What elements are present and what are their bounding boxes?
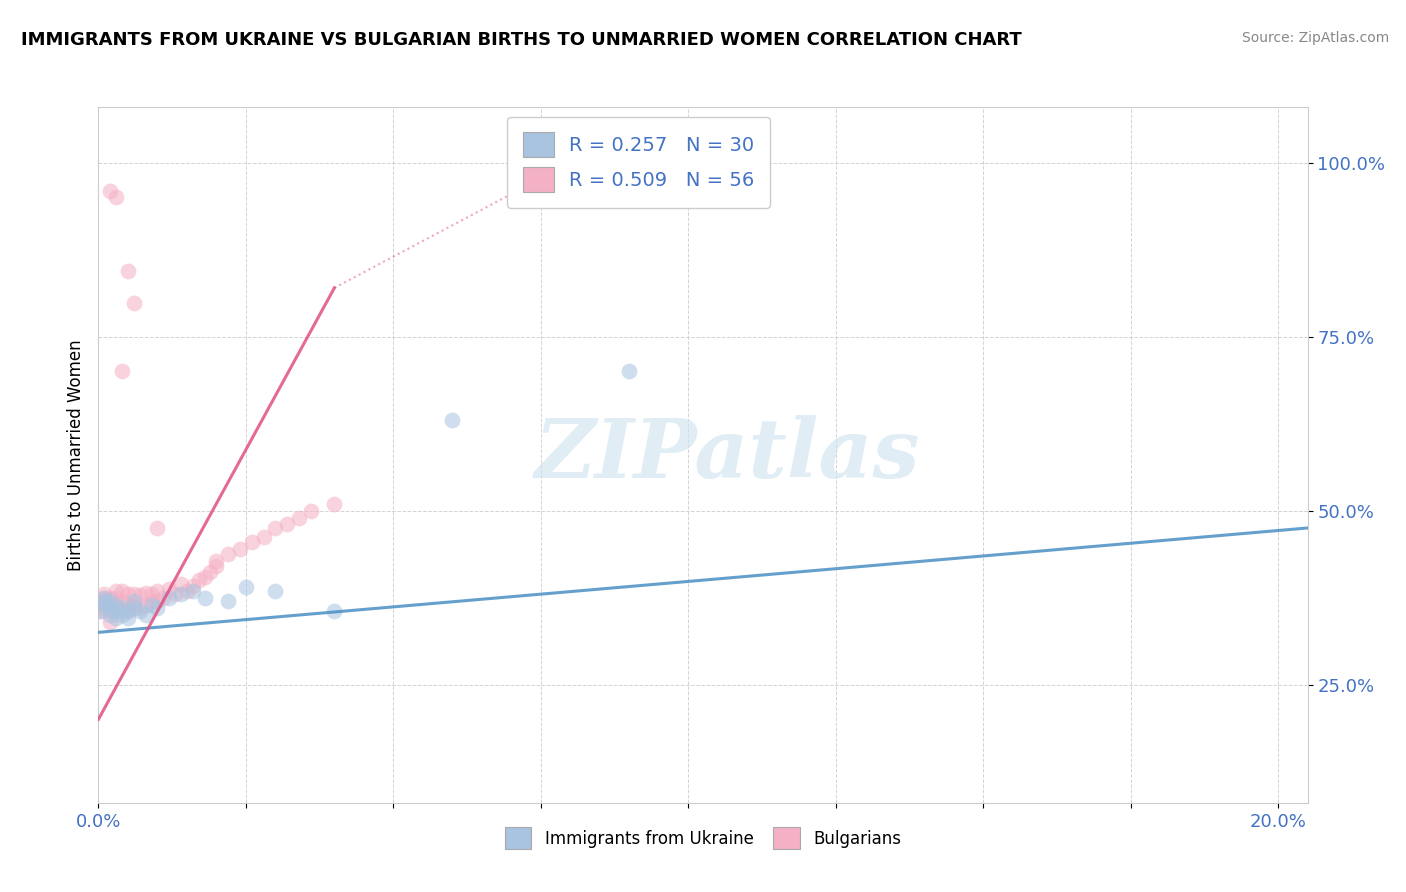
Point xyxy=(93,591,115,605)
Point xyxy=(98,605,121,619)
Point xyxy=(122,594,145,608)
Point xyxy=(264,521,287,535)
Point xyxy=(146,521,169,535)
Point xyxy=(128,589,150,603)
Point xyxy=(98,607,121,622)
Point xyxy=(264,583,287,598)
Point xyxy=(98,601,121,615)
Text: IMMIGRANTS FROM UKRAINE VS BULGARIAN BIRTHS TO UNMARRIED WOMEN CORRELATION CHART: IMMIGRANTS FROM UKRAINE VS BULGARIAN BIR… xyxy=(21,31,1022,49)
Point xyxy=(194,570,217,584)
Point xyxy=(93,598,115,612)
Point xyxy=(170,576,193,591)
Point xyxy=(170,587,193,601)
Point xyxy=(111,364,134,378)
Point xyxy=(122,601,145,615)
Point xyxy=(157,582,180,596)
Point xyxy=(441,413,464,427)
Point xyxy=(141,595,163,609)
Point xyxy=(205,554,228,568)
Point xyxy=(93,594,115,608)
Point xyxy=(288,510,311,524)
Point xyxy=(276,517,298,532)
Point xyxy=(217,594,239,608)
Point xyxy=(146,594,169,608)
Point xyxy=(90,605,112,619)
Point xyxy=(205,559,228,574)
Point xyxy=(111,607,134,622)
Point xyxy=(93,598,115,612)
Point xyxy=(117,263,139,277)
Point xyxy=(98,184,121,198)
Point xyxy=(128,601,150,615)
Point xyxy=(187,573,209,587)
Point xyxy=(111,594,134,608)
Point xyxy=(619,364,641,378)
Point xyxy=(240,534,263,549)
Point xyxy=(141,587,163,601)
Point xyxy=(122,296,145,310)
Point xyxy=(152,591,174,605)
Point xyxy=(299,503,322,517)
Point xyxy=(111,601,134,615)
Point xyxy=(89,605,111,619)
Point xyxy=(93,591,115,605)
Point xyxy=(117,598,139,612)
Text: Source: ZipAtlas.com: Source: ZipAtlas.com xyxy=(1241,31,1389,45)
Point xyxy=(111,583,134,598)
Point xyxy=(117,611,139,625)
Point xyxy=(105,611,128,625)
Point xyxy=(105,605,128,619)
Point xyxy=(165,587,187,601)
Point xyxy=(105,598,128,612)
Text: ZIPatlas: ZIPatlas xyxy=(534,415,920,495)
Point xyxy=(111,605,134,619)
Point xyxy=(176,583,198,598)
Point xyxy=(105,605,128,619)
Point xyxy=(117,605,139,619)
Point xyxy=(98,594,121,608)
Point xyxy=(90,601,112,615)
Point xyxy=(128,605,150,619)
Point xyxy=(194,591,217,605)
Point xyxy=(105,190,128,204)
Point xyxy=(181,579,204,593)
Legend: Immigrants from Ukraine, Bulgarians: Immigrants from Ukraine, Bulgarians xyxy=(496,819,910,857)
Point xyxy=(117,587,139,601)
Y-axis label: Births to Unmarried Women: Births to Unmarried Women xyxy=(66,339,84,571)
Point xyxy=(252,530,274,544)
Point xyxy=(122,598,145,612)
Point xyxy=(135,607,157,622)
Point xyxy=(122,587,145,601)
Point xyxy=(105,598,128,612)
Point xyxy=(217,547,239,561)
Point xyxy=(181,583,204,598)
Point xyxy=(235,580,257,594)
Point xyxy=(117,605,139,619)
Point xyxy=(157,591,180,605)
Point xyxy=(105,583,128,598)
Point xyxy=(323,497,346,511)
Point xyxy=(323,605,346,619)
Point xyxy=(135,598,157,612)
Point xyxy=(141,598,163,612)
Point xyxy=(229,541,252,556)
Point xyxy=(105,591,128,605)
Point xyxy=(200,565,222,579)
Point xyxy=(98,598,121,612)
Point xyxy=(135,585,157,599)
Point xyxy=(93,594,115,608)
Point xyxy=(98,591,121,605)
Point xyxy=(93,587,115,601)
Point xyxy=(98,615,121,629)
Point xyxy=(146,583,169,598)
Point xyxy=(146,601,169,615)
